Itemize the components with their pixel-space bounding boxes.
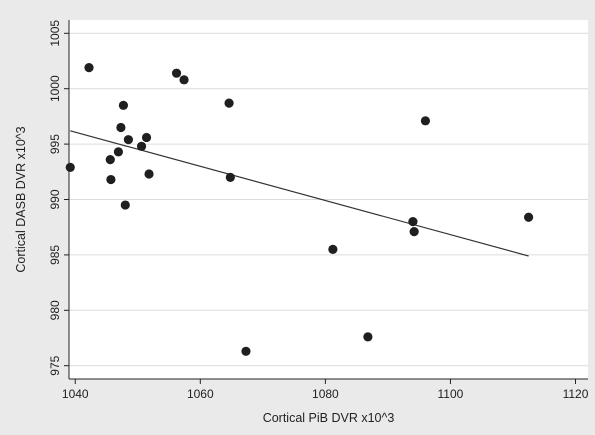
x-tick-label: 1120 — [563, 387, 589, 401]
data-point — [120, 200, 130, 210]
data-points — [65, 63, 534, 356]
data-point — [106, 174, 116, 185]
x-tick-label: 1080 — [312, 387, 339, 401]
y-tick-label: 1000 — [48, 75, 62, 102]
y-tick-label: 985 — [48, 245, 62, 265]
data-point — [225, 172, 235, 182]
data-point — [113, 147, 123, 157]
data-point — [179, 75, 189, 85]
data-point — [116, 122, 126, 133]
axes: 975 980 985 990 995 1000 1005 1040 1060 1080 1100 1… — [48, 20, 589, 401]
data-point — [224, 98, 234, 108]
data-point — [118, 100, 129, 110]
y-tick-label: 980 — [48, 300, 62, 320]
y-tick-label: 990 — [48, 189, 62, 209]
data-point — [123, 135, 134, 145]
data-point — [171, 68, 182, 78]
x-axis-title: Cortical PiB DVR x10^3 — [263, 411, 395, 425]
y-tick-label: 1005 — [48, 20, 62, 47]
data-point — [408, 217, 418, 227]
y-tick-label: 995 — [48, 134, 62, 154]
fit-line — [70, 130, 529, 257]
data-point — [144, 169, 154, 179]
data-point — [363, 332, 373, 342]
y-axis-title: Cortical DASB DVR x10^3 — [14, 126, 28, 272]
data-point — [84, 63, 94, 73]
data-point — [523, 212, 534, 222]
y-tick-label: 975 — [48, 355, 62, 375]
data-point — [105, 155, 115, 165]
x-tick-label: 1040 — [62, 387, 89, 401]
data-point — [65, 162, 75, 172]
data-point — [241, 346, 251, 356]
data-point — [136, 141, 147, 151]
fit-line-layer — [70, 130, 529, 257]
data-point — [420, 116, 431, 126]
data-point — [328, 244, 338, 254]
gridlines — [69, 32, 588, 367]
x-tick-label: 1100 — [438, 387, 464, 401]
data-point — [141, 132, 152, 143]
x-tick-label: 1060 — [187, 387, 214, 401]
data-point — [409, 227, 419, 237]
